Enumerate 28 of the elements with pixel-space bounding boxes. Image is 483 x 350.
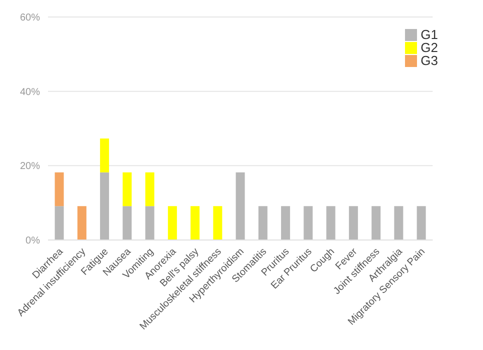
bar <box>168 206 177 240</box>
bar <box>281 206 290 240</box>
bar <box>100 138 110 172</box>
y-tick-label: 20% <box>20 161 40 172</box>
bar <box>145 206 154 240</box>
bar <box>145 172 154 206</box>
bar <box>54 206 64 240</box>
bar <box>122 172 132 206</box>
bar <box>122 206 132 240</box>
bar <box>213 206 222 240</box>
bar <box>372 206 381 240</box>
y-tick-label: 40% <box>20 86 40 98</box>
legend-label: G1 <box>420 27 438 42</box>
bar <box>258 206 268 240</box>
y-tick-label: 60% <box>20 12 40 24</box>
bar <box>236 172 245 240</box>
y-tick-label: 0% <box>26 236 40 247</box>
bar <box>54 172 64 206</box>
bar <box>394 206 404 240</box>
bar <box>416 206 426 240</box>
legend-label: G3 <box>420 53 438 68</box>
bar <box>190 206 200 240</box>
bar <box>304 206 313 240</box>
legend-label: G2 <box>420 40 438 55</box>
bar <box>100 172 110 240</box>
bar <box>326 206 336 240</box>
bar <box>77 206 86 240</box>
bar <box>348 206 358 240</box>
